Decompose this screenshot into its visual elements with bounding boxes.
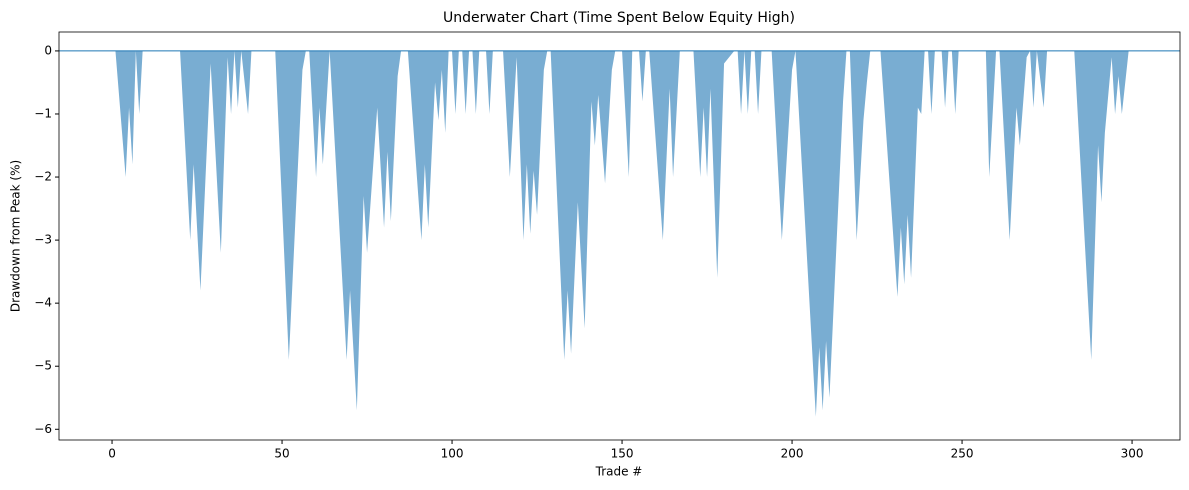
x-tick-label: 250 (951, 447, 974, 461)
y-tick-label: −3 (34, 233, 52, 247)
y-tick-label: −2 (34, 170, 52, 184)
x-axis-label: Trade # (595, 465, 643, 479)
plot-frame (58, 31, 1181, 441)
y-axis-label: Drawdown from Peak (%) (9, 160, 23, 312)
x-tick-label: 150 (611, 447, 634, 461)
y-tick-label: −5 (34, 359, 52, 373)
x-tick-label: 100 (441, 447, 464, 461)
x-tick-label: 50 (274, 447, 289, 461)
x-tick-label: 0 (108, 447, 116, 461)
chart-title: Underwater Chart (Time Spent Below Equit… (443, 10, 795, 26)
x-tick-label: 300 (1121, 447, 1144, 461)
y-tick-label: 0 (44, 43, 52, 57)
y-tick-label: −6 (34, 422, 52, 436)
y-tick-label: −4 (34, 296, 52, 310)
y-tick-label: −1 (34, 106, 52, 120)
drawdown-area (112, 50, 1133, 417)
x-tick-label: 200 (781, 447, 804, 461)
